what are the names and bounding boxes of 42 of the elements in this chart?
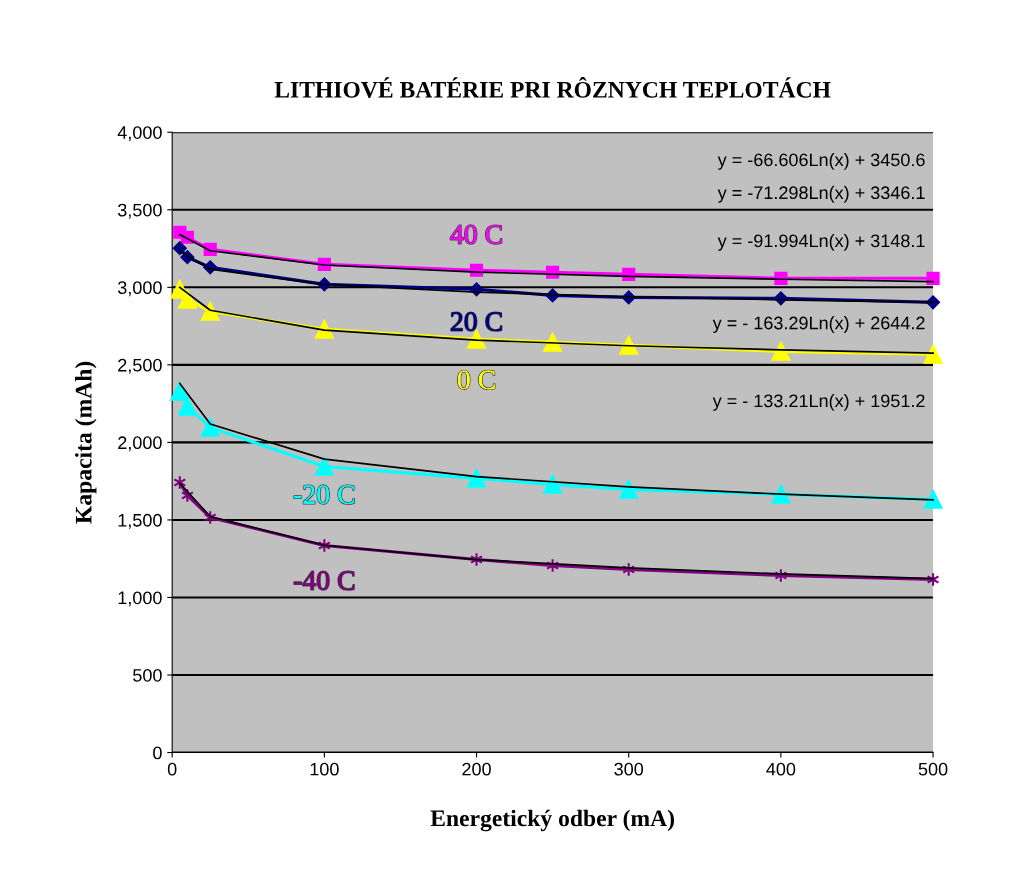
annotation: y = - 133.21Ln(x) + 1951.2: [712, 393, 925, 411]
x-axis-title: Energetický odber (mA): [430, 809, 674, 832]
series-label: -40 C: [294, 571, 355, 590]
annotation: y = -66.606Ln(x) + 3450.6: [717, 152, 925, 170]
y-tick-label: 1,500: [118, 513, 162, 529]
point: [200, 417, 220, 437]
point: [923, 490, 943, 509]
y-tick-label: 0: [153, 746, 162, 760]
y-tick-label: 2,500: [118, 358, 162, 374]
x-tick-label: 200: [462, 762, 491, 776]
point: [619, 480, 639, 499]
y-axis-title: Kapacita (mAh): [75, 361, 97, 524]
y-tick-label: 3,500: [117, 203, 162, 219]
series-label: 20 C: [451, 312, 502, 332]
annotation: y = -91.994Ln(x) + 3148.1: [717, 233, 925, 251]
x-tick-label: 400: [766, 762, 796, 776]
annotation: y = - 163.29Ln(x) + 2644.2: [712, 316, 925, 333]
point: [172, 241, 187, 256]
y-tick-label: 2,000: [118, 436, 162, 452]
chart-title: LITHIOVÉ BATÉRIE PRI RÔZNYCH TEPLOTÁCH: [274, 77, 831, 98]
x-tick-label: 0: [167, 762, 177, 776]
point: [543, 475, 562, 494]
y-tick-label: 500: [133, 668, 162, 682]
point: [923, 344, 943, 364]
point: [926, 271, 940, 285]
annotation: y = -71.298Ln(x) + 3346.1: [717, 185, 925, 203]
y-tick-label: 3,000: [117, 281, 162, 297]
series-label: 40 C: [450, 225, 502, 244]
series-label: 0 C: [457, 370, 495, 390]
y-tick-label: 1,000: [118, 591, 162, 607]
point: [178, 289, 197, 309]
point: [200, 301, 220, 321]
x-tick-label: 500: [918, 762, 948, 776]
point: [467, 469, 486, 488]
series-label: -20 C: [294, 485, 355, 504]
x-tick-label: 300: [614, 762, 644, 776]
y-tick-label: 4,000: [117, 126, 162, 142]
point: [314, 457, 334, 476]
point: [170, 382, 190, 401]
x-tick-label: 100: [310, 762, 339, 776]
point: [178, 397, 197, 416]
point: [771, 341, 791, 361]
